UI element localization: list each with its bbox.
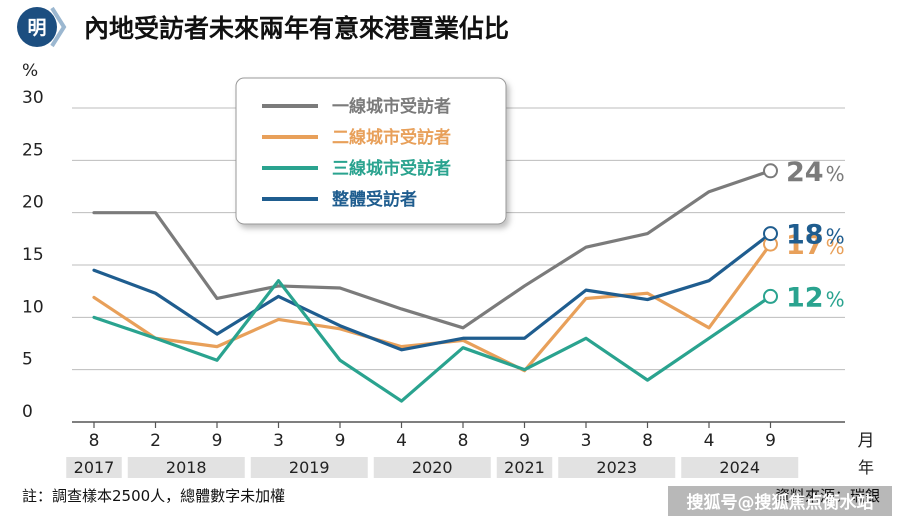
series-line	[92, 279, 773, 403]
year-label: 2023	[596, 458, 637, 477]
series-layer	[92, 163, 778, 403]
series-line	[92, 232, 773, 352]
series-line	[92, 169, 773, 330]
legend-label: 三線城市受訪者	[332, 158, 451, 179]
series-end-label: 12%	[786, 282, 845, 313]
legend-box	[235, 77, 507, 225]
x-tick-label: 2	[150, 431, 161, 451]
header: 明 內地受訪者未來兩年有意來港置業佔比	[17, 6, 509, 48]
year-label: 2019	[289, 458, 330, 477]
x-tick-label: 9	[519, 431, 530, 451]
series-end-marker	[763, 163, 778, 179]
series-end-label: 18%	[786, 220, 845, 251]
x-tick-label: 9	[212, 431, 223, 451]
watermark-bg	[668, 486, 892, 516]
x-tick-label: 8	[642, 431, 653, 451]
year-band	[681, 457, 799, 478]
x-tick-label: 4	[704, 431, 715, 451]
y-tick-label: 25	[22, 140, 44, 160]
year-band	[66, 457, 122, 478]
watermark: 搜狐号@搜狐焦点衡水站	[687, 492, 874, 513]
year-label: 2021	[504, 458, 545, 477]
year-band	[558, 457, 676, 478]
year-label: 2020	[412, 458, 453, 477]
logo-swoosh-icon	[50, 6, 67, 48]
end-labels: 24 % 17 % 12 % 18%	[786, 157, 845, 314]
series-end-label: 24%	[786, 157, 845, 188]
footer-note: 註：調查樣本2500人，總體數字未加權	[22, 487, 285, 505]
y-tick-label: 20	[22, 193, 44, 213]
x-tick-label: 8	[458, 431, 469, 451]
y-tick-label: 5	[22, 350, 33, 370]
legend-label: 整體受訪者	[332, 189, 417, 210]
x-ticks: 8 2 9 3 9 4 8 9 3 8 4 9	[89, 422, 776, 451]
x-axis-unit-month: 月	[858, 431, 875, 451]
x-axis-unit-year: 年	[858, 458, 874, 477]
year-band	[250, 457, 368, 478]
legend-label: 二線城市受訪者	[332, 127, 451, 148]
year-label: 2017	[74, 458, 115, 477]
y-axis-label: %	[22, 61, 38, 81]
year-band	[127, 457, 245, 478]
legend-label: 一線城市受訪者	[332, 96, 451, 117]
y-tick-labels: 0 5 10 15 20 25 30	[22, 88, 44, 422]
x-tick-label: 3	[273, 431, 284, 451]
logo-char: 明	[27, 17, 46, 39]
year-bands: 2017 2018 2019 2020 2021 2023 2024	[66, 457, 799, 478]
year-label: 2018	[166, 458, 207, 477]
y-tick-label: 0	[22, 402, 33, 422]
chart-title: 內地受訪者未來兩年有意來港置業佔比	[84, 14, 509, 43]
x-tick-label: 9	[765, 431, 776, 451]
series-end-label: 17%	[786, 230, 845, 261]
y-tick-label: 30	[22, 88, 44, 108]
x-tick-label: 3	[581, 431, 592, 451]
year-band	[496, 457, 553, 478]
series-end-marker	[763, 226, 778, 242]
x-tick-label: 9	[335, 431, 346, 451]
y-tick-label: 15	[22, 245, 44, 265]
logo-icon	[17, 7, 57, 47]
footer-source: 資料來源：瑞銀	[775, 487, 880, 505]
year-band	[373, 457, 491, 478]
year-label: 2024	[719, 458, 760, 477]
x-tick-label: 4	[396, 431, 407, 451]
series-end-marker	[763, 288, 778, 304]
y-tick-label: 10	[22, 297, 44, 317]
x-tick-label: 8	[89, 431, 100, 451]
